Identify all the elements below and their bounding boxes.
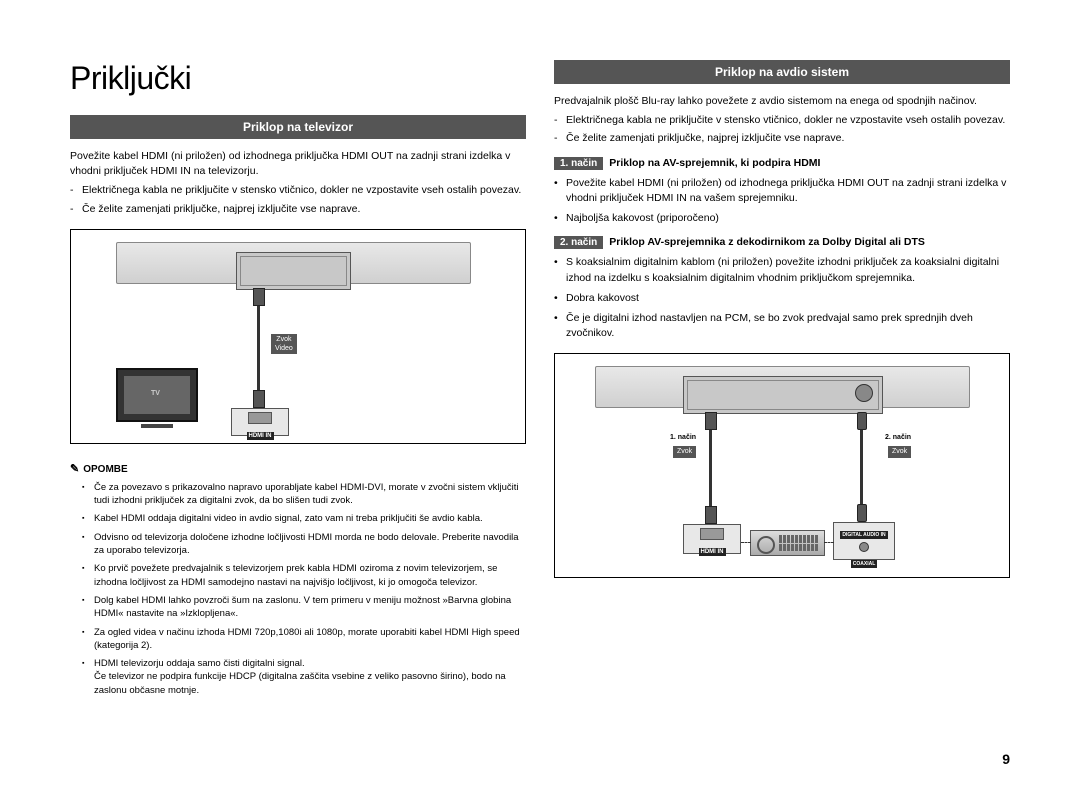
tv-stand-icon — [141, 424, 173, 428]
method2-bullet: Dobra kakovost — [566, 291, 1010, 306]
tag-video: Video — [275, 345, 293, 352]
method2-bullets: S koaksialnim digitalnim kablom (ni pril… — [554, 255, 1010, 341]
notes-heading: OPOMBE — [70, 462, 526, 475]
diagram-m2-audio: Zvok — [888, 446, 911, 457]
hdmi-in-label: HDMI IN — [699, 548, 726, 556]
note-item: Če za povezavo s prikazovalno napravo up… — [94, 481, 526, 508]
method2-bullet: S koaksialnim digitalnim kablom (ni pril… — [566, 255, 1010, 285]
method1-label: 1. način — [554, 157, 603, 170]
diagram-m2-label: 2. način — [885, 434, 911, 441]
digital-audio-in-port-icon: DIGITAL AUDIO IN COAXIAL — [833, 522, 895, 560]
av-receiver-icon — [750, 530, 825, 556]
hdmi-cable-icon — [709, 430, 712, 510]
hdmi-connector-icon — [705, 412, 717, 430]
method1-bullet: Najboljša kakovost (priporočeno) — [566, 211, 1010, 226]
audio-connection-diagram: 1. način Zvok 2. način Zvok HDMI IN DIGI… — [554, 353, 1010, 578]
hdmi-connector-icon — [253, 390, 265, 408]
tv-intro: Povežite kabel HDMI (ni priložen) od izh… — [70, 149, 526, 179]
right-column: Priklop na avdio sistem Predvajalnik plo… — [554, 60, 1010, 702]
method2-row: 2. način Priklop AV-sprejemnika z dekodi… — [554, 236, 1010, 249]
hdmi-in-port-icon: HDMI IN — [683, 524, 741, 554]
note-item: HDMI televizorju oddaja samo čisti digit… — [94, 657, 526, 697]
method1-title: Priklop na AV-sprejemnik, ki podpira HDM… — [609, 157, 820, 169]
note-item: Odvisno od televizorja določene izhodne … — [94, 531, 526, 558]
page-number: 9 — [1002, 751, 1010, 767]
tv-dash-item: Če želite zamenjati priključke, najprej … — [82, 202, 526, 217]
audio-dash-item: Če želite zamenjati priključke, najprej … — [566, 131, 1010, 146]
diagram-m1-label: 1. način — [670, 434, 696, 441]
tv-label: TV — [151, 390, 160, 397]
method1-bullet: Povežite kabel HDMI (ni priložen) od izh… — [566, 176, 1010, 206]
dashed-line-icon — [741, 542, 751, 543]
method2-label: 2. način — [554, 236, 603, 249]
hdmi-in-port-icon: HDMI IN — [231, 408, 289, 436]
coax-connector-icon — [857, 412, 867, 430]
diagram-m1-audio: Zvok — [673, 446, 696, 457]
note-item: Ko prvič povežete predvajalnik s televiz… — [94, 562, 526, 589]
section-title-audio: Priklop na avdio sistem — [554, 60, 1010, 84]
tv-dash-list: Električnega kabla ne priključite v sten… — [70, 183, 526, 216]
audio-video-tag: Zvok Video — [271, 334, 297, 354]
hdmi-connector-icon — [705, 506, 717, 524]
notes-list: Če za povezavo s prikazovalno napravo up… — [70, 481, 526, 697]
coax-connector-icon — [857, 504, 867, 522]
audio-dash-item: Električnega kabla ne priključite v sten… — [566, 113, 1010, 128]
hdmi-in-label: HDMI IN — [247, 432, 274, 440]
hdmi-connector-icon — [253, 288, 265, 306]
method2-title: Priklop AV-sprejemnika z dekodirnikom za… — [609, 236, 925, 248]
section-title-tv: Priklop na televizor — [70, 115, 526, 139]
audio-intro: Predvajalnik plošč Blu-ray lahko povežet… — [554, 94, 1010, 109]
tag-audio: Zvok — [276, 336, 291, 343]
method2-bullet: Če je digitalni izhod nastavljen na PCM,… — [566, 311, 1010, 341]
note-item: Kabel HDMI oddaja digitalni video in avd… — [94, 512, 526, 525]
tv-connection-diagram: Zvok Video TV HDMI IN — [70, 229, 526, 444]
player-port-panel-icon — [683, 376, 883, 414]
note-item: Dolg kabel HDMI lahko povzroči šum na za… — [94, 594, 526, 621]
main-title: Priključki — [70, 60, 526, 97]
method1-bullets: Povežite kabel HDMI (ni priložen) od izh… — [554, 176, 1010, 227]
tv-dash-item: Električnega kabla ne priključite v sten… — [82, 183, 526, 198]
coax-cable-icon — [860, 430, 863, 508]
hdmi-cable-icon — [257, 306, 260, 394]
method1-row: 1. način Priklop na AV-sprejemnik, ki po… — [554, 157, 1010, 170]
dashed-line-icon — [824, 542, 834, 543]
audio-dash-list: Električnega kabla ne priključite v sten… — [554, 113, 1010, 146]
coaxial-label: COAXIAL — [851, 560, 878, 568]
left-column: Priključki Priklop na televizor Povežite… — [70, 60, 526, 702]
digital-audio-in-label: DIGITAL AUDIO IN — [840, 531, 887, 539]
note-item: Za ogled videa v načinu izhoda HDMI 720p… — [94, 626, 526, 653]
player-port-panel-icon — [236, 252, 351, 290]
